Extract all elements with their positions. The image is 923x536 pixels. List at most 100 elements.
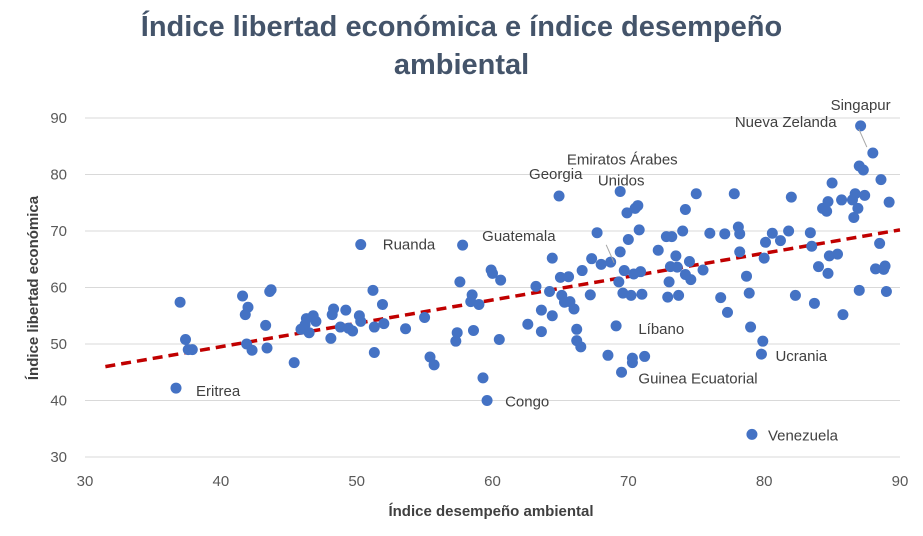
- data-point: [367, 284, 379, 296]
- data-point: [618, 265, 630, 277]
- data-point: [622, 233, 634, 245]
- annotation-label: Venezuela: [768, 427, 839, 444]
- data-point: [571, 323, 583, 335]
- data-point: [874, 237, 886, 249]
- data-point: [766, 227, 778, 239]
- y-axis-title: Índice libertad económica: [25, 195, 42, 380]
- data-point: [613, 276, 625, 288]
- data-point: [728, 188, 740, 200]
- data-point: [867, 147, 879, 159]
- data-point: [690, 188, 702, 200]
- data-point: [857, 164, 869, 176]
- data-point: [522, 318, 534, 330]
- data-point: [180, 333, 192, 345]
- y-tick-label: 60: [50, 280, 67, 297]
- data-point: [568, 303, 580, 315]
- annotation-leader-lines: [605, 128, 868, 264]
- data-point: [237, 290, 249, 302]
- data-point: [679, 204, 691, 216]
- data-point: [242, 301, 254, 313]
- data-point: [546, 310, 558, 322]
- data-point: [261, 342, 273, 354]
- data-point: [467, 324, 479, 336]
- data-point: [821, 205, 833, 217]
- data-point: [602, 349, 614, 361]
- annotation-label: Eritrea: [196, 383, 241, 400]
- data-point: [368, 346, 380, 358]
- data-point: [859, 189, 871, 201]
- data-point: [883, 196, 895, 208]
- x-axis-title: Índice desempeño ambiental: [388, 503, 593, 520]
- gridlines: [85, 117, 900, 458]
- data-point: [804, 227, 816, 239]
- data-point: [685, 274, 697, 286]
- data-point: [576, 265, 588, 277]
- data-point: [481, 395, 493, 406]
- data-point: [832, 248, 844, 260]
- y-tick-label: 40: [50, 393, 67, 410]
- data-point: [870, 263, 882, 275]
- y-tick-labels: 30 40 50 60 70 80 90: [50, 110, 67, 466]
- data-point: [170, 382, 182, 394]
- data-point: [614, 246, 626, 258]
- x-tick-label: 30: [77, 473, 94, 490]
- data-point: [493, 333, 505, 345]
- data-point: [683, 256, 695, 268]
- data-point: [325, 332, 337, 344]
- data-point: [376, 298, 388, 310]
- x-tick-labels: 30 40 50 60 70 80 90: [77, 473, 909, 490]
- data-point: [704, 227, 716, 239]
- data-point: [575, 341, 587, 353]
- data-point: [822, 196, 834, 208]
- data-point: [808, 297, 820, 309]
- data-point: [288, 357, 300, 369]
- chart-title-line-2: ambiental: [393, 49, 530, 81]
- x-tick-label: 50: [348, 473, 365, 490]
- y-tick-label: 80: [50, 167, 67, 184]
- data-point: [419, 311, 431, 323]
- annotation-label: Guinea Ecuatorial: [638, 371, 757, 388]
- data-point: [378, 318, 390, 330]
- data-point: [334, 321, 346, 333]
- data-point: [639, 350, 651, 362]
- data-point: [454, 276, 466, 288]
- data-point: [719, 228, 731, 240]
- data-point: [666, 231, 678, 243]
- data-point: [757, 335, 769, 347]
- data-point: [466, 289, 478, 301]
- data-point: [849, 188, 861, 200]
- data-point: [670, 250, 682, 262]
- data-point: [813, 261, 824, 273]
- data-point: [400, 323, 412, 335]
- data-point: [174, 296, 186, 308]
- data-point: [671, 261, 683, 273]
- data-point: [663, 276, 675, 288]
- data-point: [836, 194, 848, 206]
- data-point: [789, 289, 801, 301]
- data-point: [428, 359, 440, 371]
- data-point: [457, 239, 469, 251]
- annotation-label: Ruanda: [383, 237, 436, 254]
- annotation-label: Congo: [505, 394, 549, 411]
- data-point: [826, 177, 838, 189]
- data-point: [563, 271, 575, 283]
- annotation-leader: [858, 128, 868, 148]
- data-point: [347, 325, 359, 337]
- data-point: [260, 319, 272, 331]
- x-tick-label: 60: [484, 473, 501, 490]
- data-point: [451, 327, 463, 339]
- data-point: [610, 320, 622, 332]
- data-point: [626, 357, 638, 369]
- data-point: [616, 366, 628, 378]
- data-point: [822, 267, 834, 279]
- data-point: [530, 280, 542, 292]
- data-point: [715, 292, 727, 304]
- data-point: [806, 240, 818, 252]
- y-tick-label: 30: [50, 449, 67, 466]
- data-point: [697, 264, 709, 276]
- data-point: [880, 285, 892, 297]
- annotation-leader: [605, 244, 615, 264]
- y-tick-label: 50: [50, 336, 67, 353]
- data-point: [635, 266, 647, 278]
- data-point: [368, 321, 380, 333]
